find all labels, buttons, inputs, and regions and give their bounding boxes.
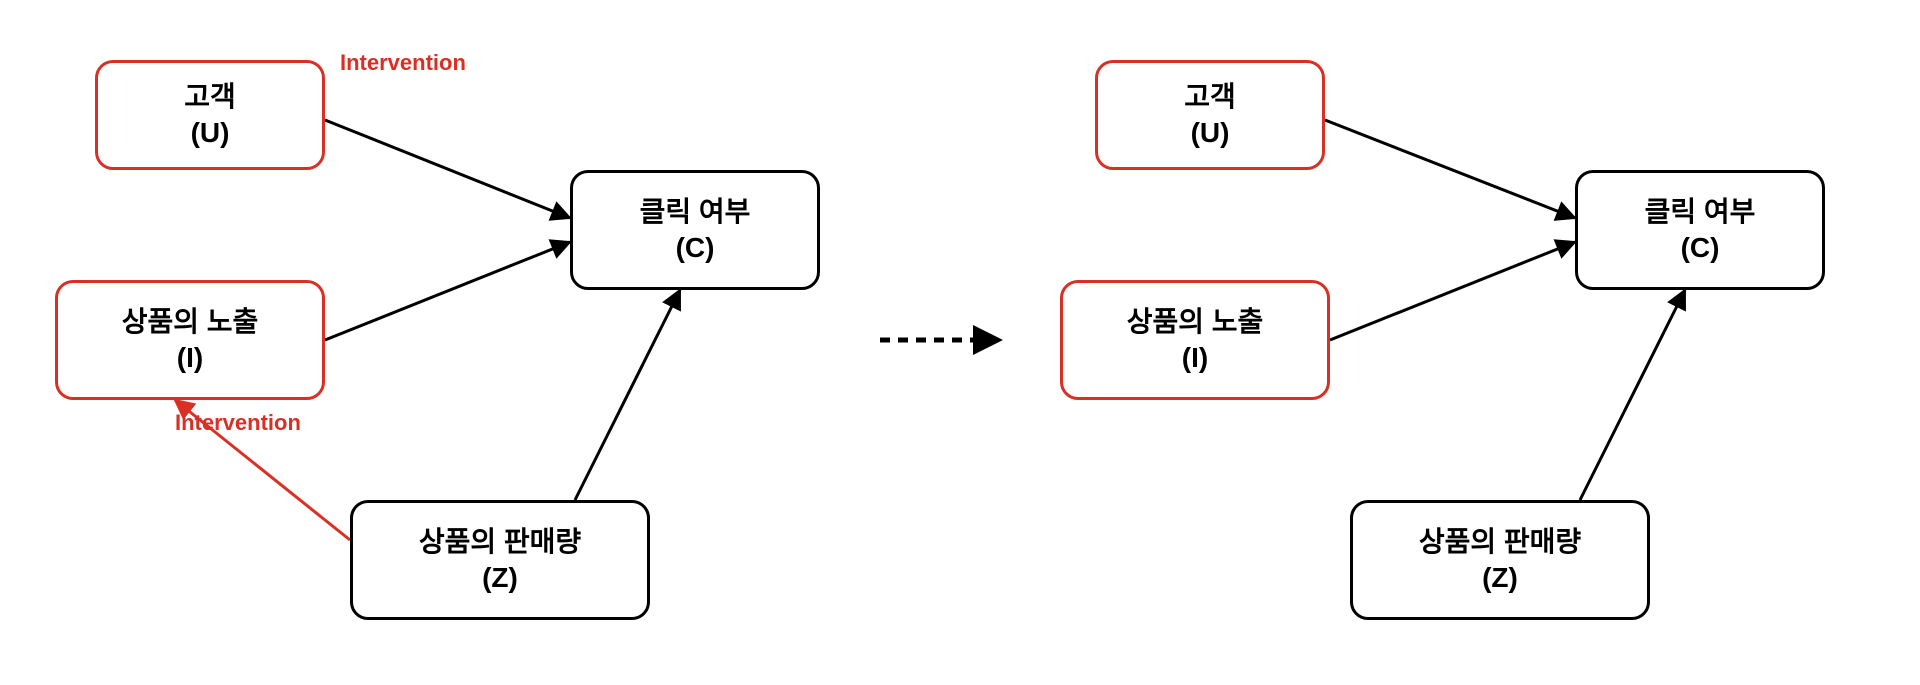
node-left-i-sub: (I) — [177, 340, 203, 376]
label-intervention-bottom: Intervention — [175, 410, 301, 436]
node-left-c: 클릭 여부 (C) — [570, 170, 820, 290]
edge-left-z-c — [575, 290, 680, 500]
node-left-c-title: 클릭 여부 — [640, 194, 751, 230]
node-right-u-sub: (U) — [1191, 115, 1230, 151]
node-left-u-title: 고객 — [184, 79, 236, 115]
label-intervention-top: Intervention — [340, 50, 466, 76]
node-left-i-title: 상품의 노출 — [122, 304, 259, 340]
node-right-z-sub: (Z) — [1482, 560, 1518, 596]
edge-left-u-c — [325, 120, 570, 218]
node-right-u-title: 고객 — [1184, 79, 1236, 115]
node-right-z-title: 상품의 판매량 — [1419, 524, 1581, 560]
node-left-c-sub: (C) — [676, 230, 715, 266]
edge-right-i-c — [1330, 242, 1575, 340]
node-right-u: 고객 (U) — [1095, 60, 1325, 170]
node-right-i-sub: (I) — [1182, 340, 1208, 376]
node-right-i: 상품의 노출 (I) — [1060, 280, 1330, 400]
node-right-c-sub: (C) — [1681, 230, 1720, 266]
node-right-i-title: 상품의 노출 — [1127, 304, 1264, 340]
node-right-z: 상품의 판매량 (Z) — [1350, 500, 1650, 620]
node-right-c-title: 클릭 여부 — [1645, 194, 1756, 230]
node-left-u-sub: (U) — [191, 115, 230, 151]
edge-right-u-c — [1325, 120, 1575, 218]
edge-left-i-c — [325, 242, 570, 340]
node-right-c: 클릭 여부 (C) — [1575, 170, 1825, 290]
edge-right-z-c — [1580, 290, 1685, 500]
node-left-u: 고객 (U) — [95, 60, 325, 170]
node-left-z-sub: (Z) — [482, 560, 518, 596]
node-left-i: 상품의 노출 (I) — [55, 280, 325, 400]
node-left-z: 상품의 판매량 (Z) — [350, 500, 650, 620]
node-left-z-title: 상품의 판매량 — [419, 524, 581, 560]
